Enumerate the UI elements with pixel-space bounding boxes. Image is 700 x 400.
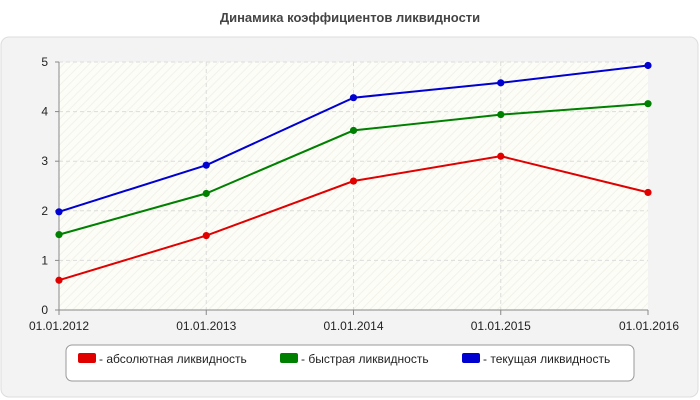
legend-box <box>65 344 635 382</box>
y-tick-label: 4 <box>41 105 48 119</box>
data-point <box>349 94 358 102</box>
y-tick-label: 3 <box>41 154 48 168</box>
data-point <box>497 79 505 87</box>
legend-label-3: - текущая ликвидность <box>483 352 610 366</box>
legend-swatch-1 <box>78 353 96 363</box>
data-point <box>202 161 210 169</box>
data-point <box>55 208 63 216</box>
data-point <box>644 61 652 70</box>
data-point <box>55 231 63 239</box>
data-point <box>349 177 358 185</box>
y-tick-label: 2 <box>41 204 48 218</box>
data-point <box>202 232 210 240</box>
x-tick-label: 01.01.2014 <box>323 319 383 333</box>
legend-swatch-2 <box>280 353 298 363</box>
data-point <box>497 110 505 119</box>
data-point <box>202 189 210 198</box>
data-point <box>644 188 652 197</box>
y-tick-label: 1 <box>41 253 48 267</box>
legend-label-1: - абсолютная ликвидность <box>99 352 247 366</box>
x-tick-label: 01.01.2016 <box>619 319 679 333</box>
x-tick-label: 01.01.2013 <box>176 319 236 333</box>
legend-label-2: - быстрая ликвидность <box>301 352 429 366</box>
data-point <box>497 152 505 160</box>
data-point <box>644 100 652 108</box>
y-tick-label: 5 <box>41 55 48 69</box>
x-tick-label: 01.01.2015 <box>471 319 531 333</box>
y-tick-label: 0 <box>41 303 48 317</box>
data-point <box>55 276 63 284</box>
data-point <box>349 126 358 135</box>
chart-title: Динамика коэффициентов ликвидности <box>219 10 481 25</box>
legend-swatch-3 <box>462 353 480 363</box>
x-tick-label: 01.01.2012 <box>29 319 89 333</box>
